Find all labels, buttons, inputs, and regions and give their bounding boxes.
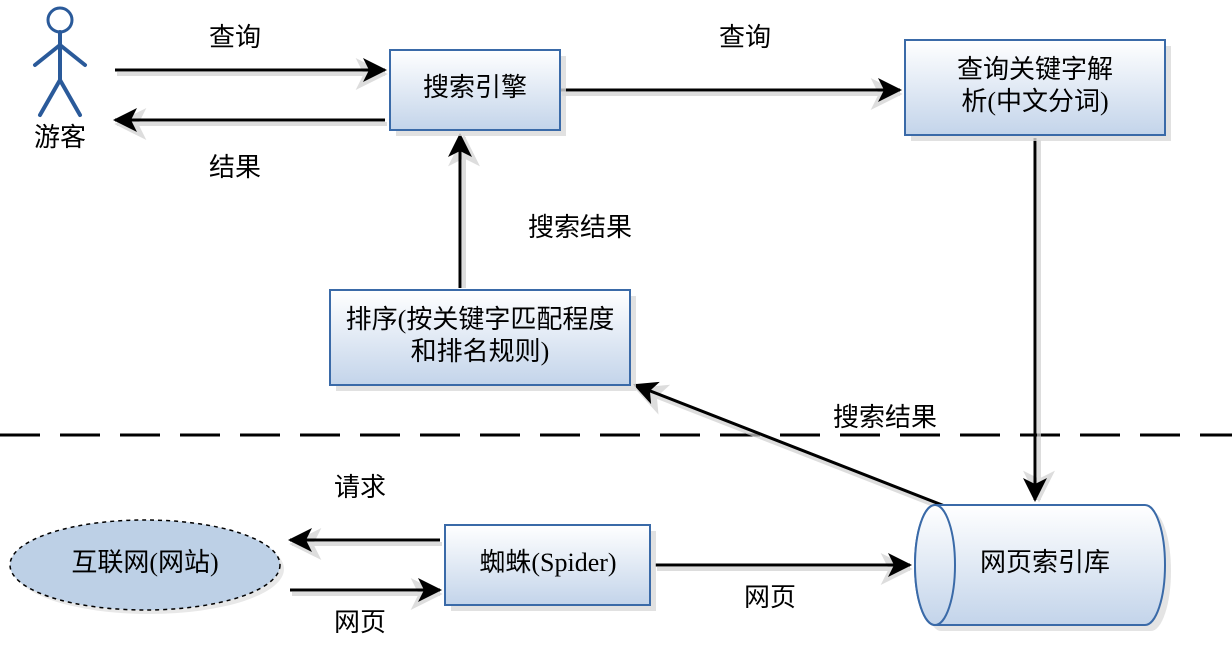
spider-label: 蜘蛛(Spider): [479, 548, 616, 577]
visitor-label: 游客: [34, 123, 86, 152]
edge-label-query-2: 查询: [719, 23, 771, 52]
ranker-label-2: 和排名规则): [411, 337, 550, 366]
engine-label: 搜索引擎: [423, 73, 527, 102]
ranker-node: 排序(按关键字匹配程度 和排名规则): [330, 290, 636, 391]
internet-node: 互联网(网站): [10, 520, 284, 614]
indexdb-node: 网页索引库: [915, 505, 1171, 631]
internet-label: 互联网(网站): [71, 548, 218, 577]
visitor-icon: [35, 8, 85, 115]
parser-label-2: 析(中文分词): [961, 87, 1108, 116]
edge-label-search-result-2: 搜索结果: [833, 403, 937, 432]
engine-node: 搜索引擎: [390, 50, 566, 136]
edge-label-request: 请求: [334, 473, 386, 502]
edge-label-webpage-1: 网页: [334, 608, 386, 637]
indexdb-label: 网页索引库: [980, 548, 1110, 577]
ranker-label-1: 排序(按关键字匹配程度: [346, 305, 615, 334]
edge-label-search-result-1: 搜索结果: [528, 213, 632, 242]
edge-label-result: 结果: [209, 153, 261, 182]
parser-label-1: 查询关键字解: [957, 55, 1113, 84]
edge-label-query-1: 查询: [209, 23, 261, 52]
edge-label-webpage-2: 网页: [744, 583, 796, 612]
spider-node: 蜘蛛(Spider): [445, 525, 656, 611]
parser-node: 查询关键字解 析(中文分词): [905, 40, 1171, 141]
